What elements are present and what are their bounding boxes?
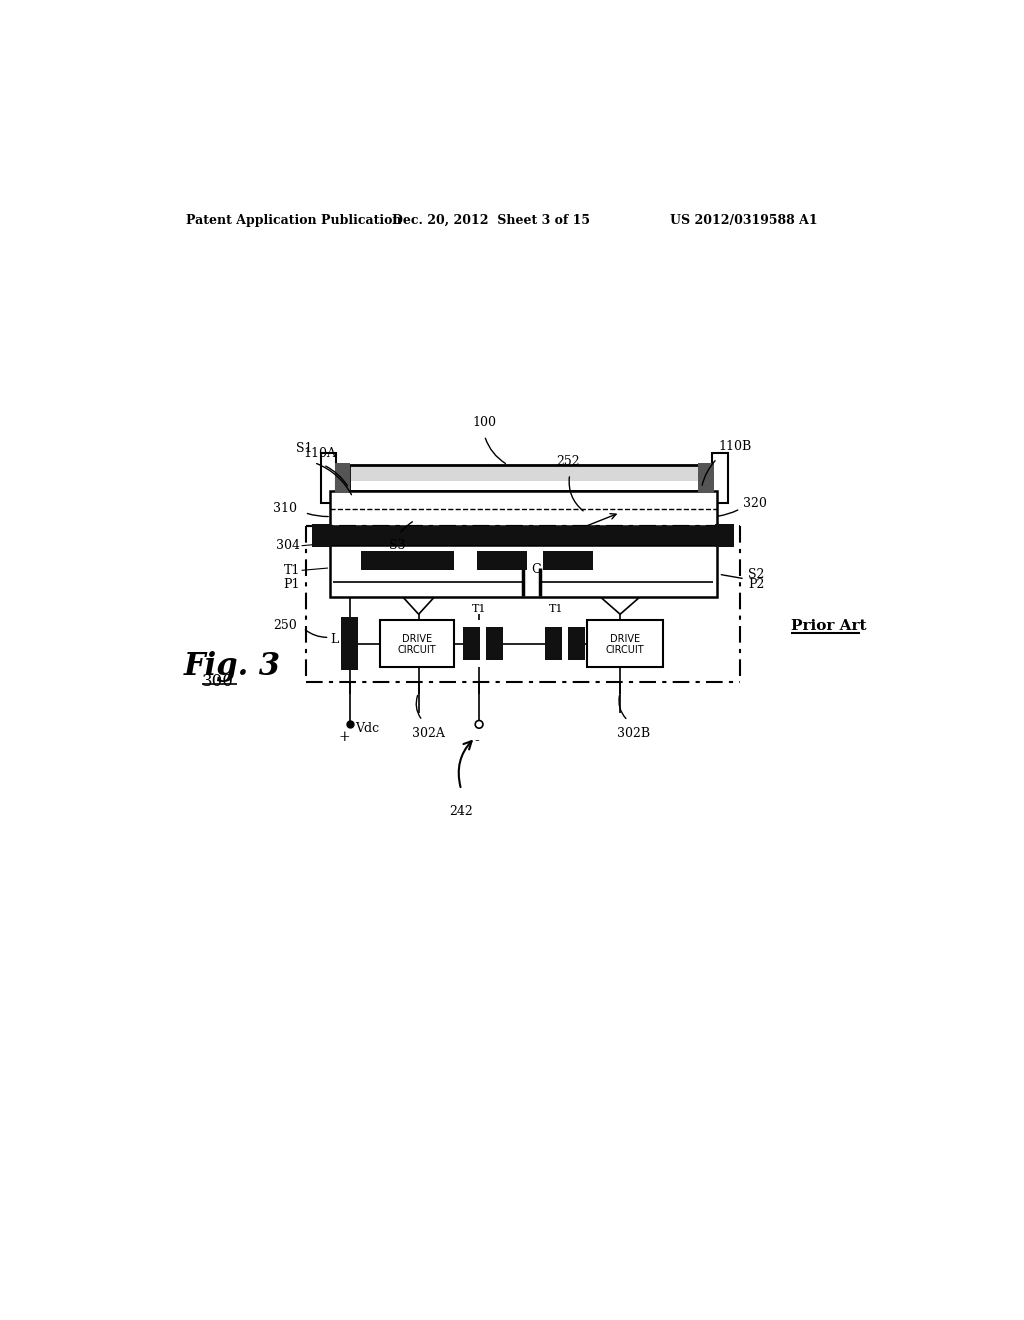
Bar [486,627,503,660]
Text: Vdc: Vdc [355,722,379,735]
Text: Patent Application Publication: Patent Application Publication [186,214,401,227]
Text: L: L [331,634,339,647]
Text: Prior Art: Prior Art [791,619,866,632]
Text: C: C [531,562,542,576]
Text: 310: 310 [273,502,297,515]
Bar [349,465,700,491]
Text: DRIVE: DRIVE [401,634,432,644]
Bar [341,616,358,671]
Text: T1: T1 [284,564,300,577]
Text: -: - [474,734,479,748]
Text: 242: 242 [450,805,473,818]
Text: 304: 304 [276,539,300,552]
Text: S3: S3 [389,539,406,552]
Text: P2: P2 [748,578,764,591]
Text: P1: P1 [284,578,300,591]
Bar [545,627,562,660]
Text: 302B: 302B [616,726,650,739]
Bar [463,627,480,660]
Text: Dec. 20, 2012  Sheet 3 of 15: Dec. 20, 2012 Sheet 3 of 15 [391,214,590,227]
Text: 110A: 110A [304,447,337,461]
Text: T1: T1 [472,605,486,614]
Bar [321,453,337,503]
Bar [713,453,728,503]
Text: 302A: 302A [413,726,445,739]
Text: 250: 250 [273,619,297,631]
Bar [351,467,697,480]
Bar [543,552,593,570]
Circle shape [475,721,483,729]
Text: US 2012/0319588 A1: US 2012/0319588 A1 [671,214,818,227]
Text: 300: 300 [202,673,233,690]
Bar [335,462,350,494]
Text: DRIVE: DRIVE [609,634,640,644]
Bar [698,462,714,494]
Bar [587,620,663,667]
Text: CIRCUIT: CIRCUIT [605,644,644,655]
Bar [568,627,586,660]
Bar [330,491,717,527]
Bar [360,552,454,570]
Bar [312,524,331,548]
Text: +: + [338,730,350,743]
Text: CIRCUIT: CIRCUIT [397,644,436,655]
Bar [477,552,527,570]
Text: S1: S1 [297,442,313,455]
Text: 100: 100 [472,416,497,429]
Text: 110B: 110B [719,440,752,453]
Bar [330,545,717,597]
Text: T1: T1 [549,605,564,614]
Text: Fig. 3: Fig. 3 [183,651,281,682]
Text: 320: 320 [742,496,766,510]
Bar [716,524,734,548]
Text: S2: S2 [748,568,764,581]
Text: 252: 252 [556,455,580,469]
Bar [330,527,717,545]
Bar [380,620,454,667]
